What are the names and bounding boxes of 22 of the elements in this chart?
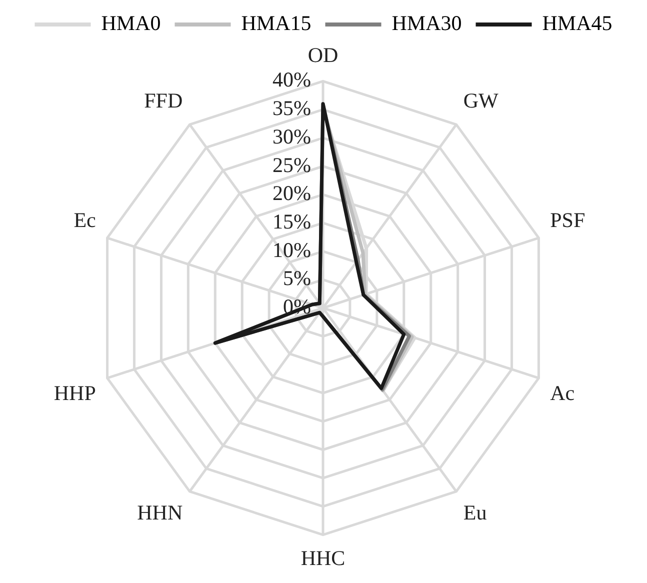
legend-label: HMA45	[542, 11, 612, 36]
spoke-label: Eu	[463, 500, 488, 524]
spoke-label: Ac	[550, 380, 575, 405]
y-tick-label: 30%	[272, 124, 311, 148]
legend-label: HMA15	[241, 11, 312, 36]
spoke-label: HHN	[137, 500, 183, 524]
y-tick-label: 5%	[283, 266, 311, 290]
y-tick-label: 40%	[272, 68, 311, 92]
y-tick-label: 15%	[272, 209, 311, 234]
spoke-label: GW	[463, 88, 499, 113]
spoke-label: Ec	[74, 208, 96, 232]
spoke-label: HHC	[300, 546, 346, 570]
spoke-label: OD	[308, 43, 338, 68]
legend-label: HMA30	[392, 11, 462, 36]
spoke-label: HHP	[54, 380, 96, 405]
y-tick-label: 20%	[272, 181, 311, 206]
spoke-label: FFD	[144, 88, 183, 113]
y-tick-label: 10%	[272, 238, 311, 262]
y-tick-label: 35%	[272, 96, 311, 120]
y-tick-label: 25%	[272, 152, 311, 177]
legend-label: HMA0	[101, 11, 161, 36]
spoke-label: PSF	[550, 208, 586, 232]
